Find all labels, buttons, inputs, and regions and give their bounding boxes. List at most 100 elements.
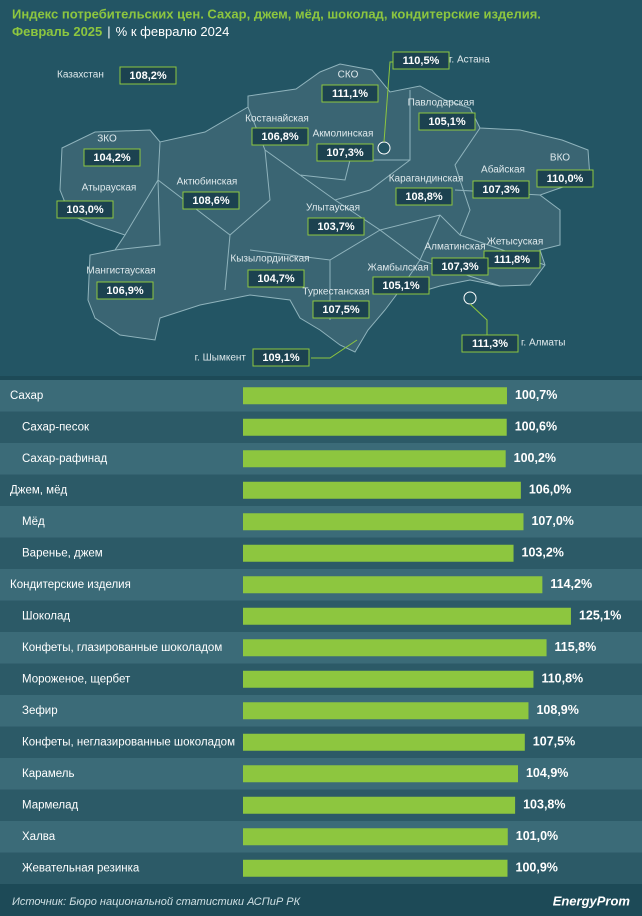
region-name: Карагандинская xyxy=(389,174,464,185)
region-name: ВКО xyxy=(550,153,570,164)
category-label: Мороженое, щербет xyxy=(22,673,131,685)
region-value: 104,2% xyxy=(93,152,131,164)
value-label: 103,2% xyxy=(522,546,564,560)
region-value: 105,1% xyxy=(382,280,420,292)
unit: % к февралю 2024 xyxy=(116,24,230,39)
region-box xyxy=(536,169,594,188)
bar xyxy=(243,576,543,594)
value-label: 108,9% xyxy=(536,703,578,717)
region-name: ЗКО xyxy=(97,134,117,145)
period: Февраль 2025 xyxy=(12,24,102,39)
category-label: Сахар xyxy=(10,390,43,402)
region-value: 105,1% xyxy=(428,116,466,128)
region-box xyxy=(251,127,309,146)
bar xyxy=(243,828,508,846)
region-value: 108,6% xyxy=(192,195,230,207)
region-value: 110,0% xyxy=(547,173,584,185)
bar xyxy=(243,670,534,688)
region-name: Атырауская xyxy=(82,183,137,194)
region-name: Кызылординская xyxy=(230,254,309,265)
region-box xyxy=(372,276,430,295)
category-label: Кондитерские изделия xyxy=(10,579,131,591)
logo: EnergyProm xyxy=(553,893,631,908)
region-name: СКО xyxy=(338,70,359,81)
category-label: Сахар-песок xyxy=(22,421,90,433)
map-labels: Казахстан 108,2% СКО 111,1% г. Астана 110,5% П… xyxy=(56,51,594,367)
region-name: Алматинская xyxy=(425,242,486,253)
category-label: Конфеты, неглазированные шоколадом xyxy=(22,736,235,748)
region-box xyxy=(252,348,310,367)
bar-chart: Сахар 100,7% Сахар-песок 100,6% Сахар-рафина… xyxy=(0,380,642,884)
region-name: Павлодарская xyxy=(408,98,475,109)
region-box xyxy=(431,257,489,276)
region-box xyxy=(182,191,240,210)
category-label: Карамель xyxy=(22,768,75,780)
value-label: 115,8% xyxy=(555,640,597,654)
category-label: Конфеты, глазированные шоколадом xyxy=(22,642,222,654)
value-label: 107,5% xyxy=(533,735,575,749)
value-label: 106,0% xyxy=(529,483,571,497)
region-box xyxy=(307,217,365,236)
region-name: Улытауская xyxy=(306,203,360,214)
value-label: 125,1% xyxy=(579,609,621,623)
region-value: 107,5% xyxy=(322,304,360,316)
map-shape xyxy=(59,61,591,359)
value-label: 100,9% xyxy=(516,861,558,875)
source: Источник: Бюро национальной статистики А… xyxy=(12,896,301,908)
value-label: 114,2% xyxy=(550,577,592,591)
bar xyxy=(243,859,508,877)
category-label: Халва xyxy=(22,831,56,843)
region-value: 106,8% xyxy=(261,131,299,143)
bar xyxy=(243,607,571,625)
value-label: 104,9% xyxy=(526,766,568,780)
region-box xyxy=(56,200,114,219)
region-value: 111,1% xyxy=(332,88,368,100)
region-value: 104,7% xyxy=(257,273,295,285)
region-value: 103,7% xyxy=(317,221,355,233)
region-value: 108,2% xyxy=(129,70,167,82)
region-value: 108,8% xyxy=(405,191,443,203)
region-value: 107,3% xyxy=(482,184,520,196)
region-name: г. Шымкент xyxy=(195,353,247,364)
value-label: 100,6% xyxy=(515,420,557,434)
category-label: Жевательная резинка xyxy=(22,862,140,874)
region-box xyxy=(395,187,453,206)
bar xyxy=(243,765,518,783)
region-box xyxy=(418,112,476,131)
value-label: 101,0% xyxy=(516,829,558,843)
region-box xyxy=(83,148,141,167)
region-value: 107,3% xyxy=(326,147,364,159)
region-value: 106,9% xyxy=(106,285,144,297)
bar xyxy=(243,544,514,562)
bar xyxy=(243,796,516,814)
region-name: Казахстан xyxy=(57,70,104,81)
region-box xyxy=(472,180,530,199)
subtitle: Февраль 2025 |% к февралю 2024 xyxy=(12,24,229,39)
region-name: г. Алматы xyxy=(521,338,565,349)
value-label: 100,7% xyxy=(515,388,557,402)
region-name: Абайская xyxy=(481,164,525,176)
bar xyxy=(243,387,507,405)
bar xyxy=(243,418,507,436)
region-value: 110,5% xyxy=(403,55,440,67)
category-label: Сахар-рафинад xyxy=(22,453,107,465)
value-label: 110,8% xyxy=(541,672,583,686)
title: Индекс потребительских цен. Сахар, джем,… xyxy=(12,6,541,21)
region-box xyxy=(312,300,370,319)
category-label: Зефир xyxy=(22,705,58,717)
region-name: Жамбылская xyxy=(368,262,429,274)
value-label: 103,8% xyxy=(523,798,565,812)
category-label: Мёд xyxy=(22,516,45,528)
bar xyxy=(243,513,524,531)
region-value: 111,8% xyxy=(494,254,530,266)
region-value: 103,0% xyxy=(66,204,104,216)
region-name: Жетысуская xyxy=(487,237,544,248)
region-value: 107,3% xyxy=(441,261,479,273)
region-name: Туркестанская xyxy=(302,287,369,298)
category-label: Мармелад xyxy=(22,799,79,811)
category-label: Шоколад xyxy=(22,610,70,622)
region-box xyxy=(316,143,374,162)
region-value: 109,1% xyxy=(262,352,300,364)
bar xyxy=(243,481,521,499)
